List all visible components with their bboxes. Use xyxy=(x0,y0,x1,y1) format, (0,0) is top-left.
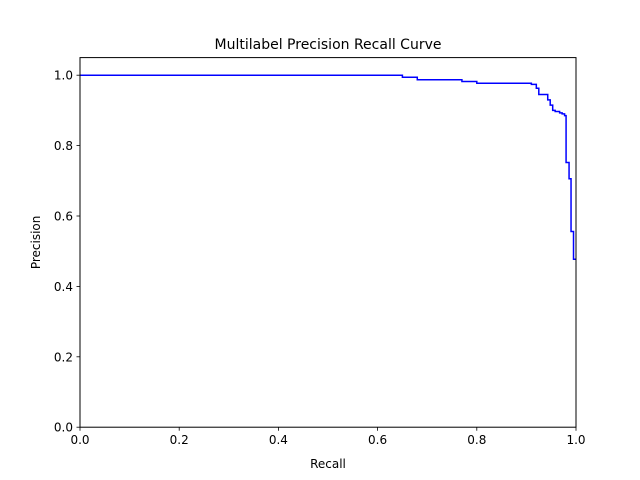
y-tick-label: 0.0 xyxy=(54,421,73,435)
x-tick-label: 0.4 xyxy=(269,433,288,447)
axis-ticks: 0.0 0.2 0.4 0.6 0.8 1.0 0.0 0.2 0.4 0.6 0.8 1.0 xyxy=(54,69,586,448)
plot-frame xyxy=(79,57,577,428)
y-tick-label: 1.0 xyxy=(54,69,73,83)
x-tick-label: 0.6 xyxy=(368,433,387,447)
y-tick-label: 0.4 xyxy=(54,280,73,294)
x-tick-label: 1.0 xyxy=(566,433,585,447)
x-tick-label: 0.8 xyxy=(467,433,486,447)
series-line-0 xyxy=(80,74,576,261)
y-tick-label: 0.2 xyxy=(54,350,73,364)
y-tick-label: 0.6 xyxy=(54,210,73,224)
x-tick-label: 0.2 xyxy=(170,433,189,447)
x-axis-label: Recall xyxy=(310,457,346,471)
chart-title: Multilabel Precision Recall Curve xyxy=(215,37,442,53)
plot-area xyxy=(80,74,576,261)
y-axis-label: Precision xyxy=(29,216,43,270)
y-tick-label: 0.8 xyxy=(54,139,73,153)
x-tick-label: 0.0 xyxy=(70,433,89,447)
